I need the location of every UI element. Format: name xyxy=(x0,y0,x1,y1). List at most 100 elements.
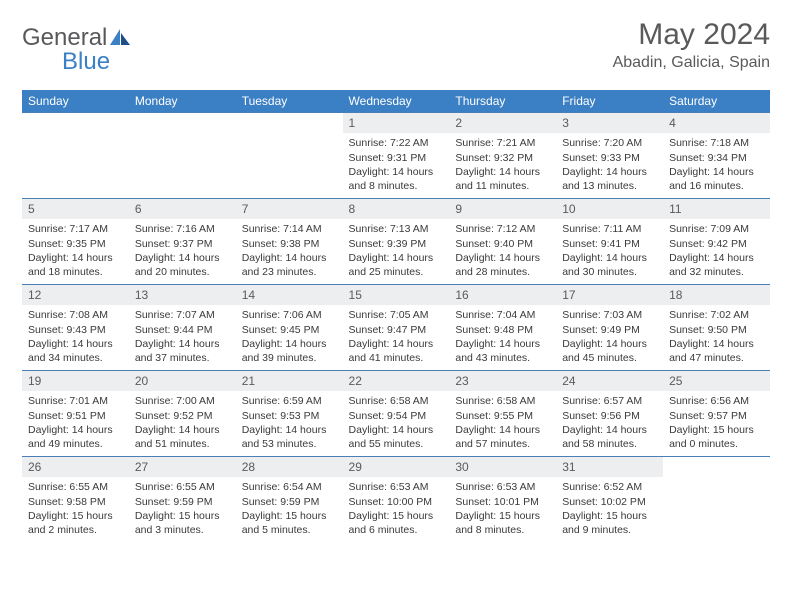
daylight-text: Daylight: 15 hours and 9 minutes. xyxy=(562,509,657,537)
day-number: 13 xyxy=(129,285,236,305)
sunrise-text: Sunrise: 6:59 AM xyxy=(242,394,337,408)
dayheader-tuesday: Tuesday xyxy=(236,90,343,113)
daylight-text: Daylight: 14 hours and 16 minutes. xyxy=(669,165,764,193)
sunset-text: Sunset: 9:33 PM xyxy=(562,151,657,165)
day-number: 21 xyxy=(236,371,343,391)
calendar-cell: 3Sunrise: 7:20 AMSunset: 9:33 PMDaylight… xyxy=(556,113,663,199)
sunset-text: Sunset: 9:34 PM xyxy=(669,151,764,165)
sunrise-text: Sunrise: 7:03 AM xyxy=(562,308,657,322)
day-content: Sunrise: 6:52 AMSunset: 10:02 PMDaylight… xyxy=(556,477,663,541)
sunset-text: Sunset: 9:52 PM xyxy=(135,409,230,423)
day-number: 29 xyxy=(343,457,450,477)
daylight-text: Daylight: 15 hours and 0 minutes. xyxy=(669,423,764,451)
calendar-cell: 18Sunrise: 7:02 AMSunset: 9:50 PMDayligh… xyxy=(663,285,770,371)
calendar-cell: 11Sunrise: 7:09 AMSunset: 9:42 PMDayligh… xyxy=(663,199,770,285)
day-number: 5 xyxy=(22,199,129,219)
sunset-text: Sunset: 9:51 PM xyxy=(28,409,123,423)
sunrise-text: Sunrise: 7:18 AM xyxy=(669,136,764,150)
daylight-text: Daylight: 14 hours and 32 minutes. xyxy=(669,251,764,279)
calendar-cell: 13Sunrise: 7:07 AMSunset: 9:44 PMDayligh… xyxy=(129,285,236,371)
daylight-text: Daylight: 15 hours and 2 minutes. xyxy=(28,509,123,537)
sunset-text: Sunset: 9:58 PM xyxy=(28,495,123,509)
sunrise-text: Sunrise: 7:16 AM xyxy=(135,222,230,236)
day-content: Sunrise: 7:06 AMSunset: 9:45 PMDaylight:… xyxy=(236,305,343,369)
daylight-text: Daylight: 14 hours and 18 minutes. xyxy=(28,251,123,279)
sunset-text: Sunset: 9:59 PM xyxy=(135,495,230,509)
sunset-text: Sunset: 9:38 PM xyxy=(242,237,337,251)
sunset-text: Sunset: 9:55 PM xyxy=(455,409,550,423)
sunset-text: Sunset: 9:45 PM xyxy=(242,323,337,337)
calendar-cell: 24Sunrise: 6:57 AMSunset: 9:56 PMDayligh… xyxy=(556,371,663,457)
day-content: Sunrise: 6:58 AMSunset: 9:55 PMDaylight:… xyxy=(449,391,556,455)
calendar-cell: 28Sunrise: 6:54 AMSunset: 9:59 PMDayligh… xyxy=(236,457,343,543)
sunrise-text: Sunrise: 7:11 AM xyxy=(562,222,657,236)
day-content: Sunrise: 7:07 AMSunset: 9:44 PMDaylight:… xyxy=(129,305,236,369)
sunset-text: Sunset: 9:50 PM xyxy=(669,323,764,337)
sunrise-text: Sunrise: 7:02 AM xyxy=(669,308,764,322)
calendar-cell: 5Sunrise: 7:17 AMSunset: 9:35 PMDaylight… xyxy=(22,199,129,285)
calendar-body: 1Sunrise: 7:22 AMSunset: 9:31 PMDaylight… xyxy=(22,113,770,543)
sunset-text: Sunset: 9:32 PM xyxy=(455,151,550,165)
sunrise-text: Sunrise: 6:54 AM xyxy=(242,480,337,494)
sunrise-text: Sunrise: 6:52 AM xyxy=(562,480,657,494)
calendar-cell: 30Sunrise: 6:53 AMSunset: 10:01 PMDaylig… xyxy=(449,457,556,543)
calendar-cell: 17Sunrise: 7:03 AMSunset: 9:49 PMDayligh… xyxy=(556,285,663,371)
calendar-cell: 8Sunrise: 7:13 AMSunset: 9:39 PMDaylight… xyxy=(343,199,450,285)
calendar-page: General May 2024 Abadin, Galicia, Spain … xyxy=(0,0,792,557)
day-content: Sunrise: 6:54 AMSunset: 9:59 PMDaylight:… xyxy=(236,477,343,541)
day-content: Sunrise: 7:01 AMSunset: 9:51 PMDaylight:… xyxy=(22,391,129,455)
daylight-text: Daylight: 14 hours and 41 minutes. xyxy=(349,337,444,365)
sunrise-text: Sunrise: 7:20 AM xyxy=(562,136,657,150)
daylight-text: Daylight: 14 hours and 47 minutes. xyxy=(669,337,764,365)
day-number: 30 xyxy=(449,457,556,477)
sunset-text: Sunset: 10:01 PM xyxy=(455,495,550,509)
daylight-text: Daylight: 14 hours and 20 minutes. xyxy=(135,251,230,279)
calendar-cell: 16Sunrise: 7:04 AMSunset: 9:48 PMDayligh… xyxy=(449,285,556,371)
day-content: Sunrise: 7:13 AMSunset: 9:39 PMDaylight:… xyxy=(343,219,450,283)
dayheader-wednesday: Wednesday xyxy=(343,90,450,113)
daylight-text: Daylight: 15 hours and 3 minutes. xyxy=(135,509,230,537)
daylight-text: Daylight: 14 hours and 13 minutes. xyxy=(562,165,657,193)
sunset-text: Sunset: 9:49 PM xyxy=(562,323,657,337)
day-content: Sunrise: 6:53 AMSunset: 10:00 PMDaylight… xyxy=(343,477,450,541)
day-number: 27 xyxy=(129,457,236,477)
sunrise-text: Sunrise: 7:01 AM xyxy=(28,394,123,408)
daylight-text: Daylight: 14 hours and 55 minutes. xyxy=(349,423,444,451)
calendar-week-row: 26Sunrise: 6:55 AMSunset: 9:58 PMDayligh… xyxy=(22,457,770,543)
daylight-text: Daylight: 15 hours and 5 minutes. xyxy=(242,509,337,537)
day-content: Sunrise: 6:53 AMSunset: 10:01 PMDaylight… xyxy=(449,477,556,541)
calendar-cell: 21Sunrise: 6:59 AMSunset: 9:53 PMDayligh… xyxy=(236,371,343,457)
day-content: Sunrise: 6:59 AMSunset: 9:53 PMDaylight:… xyxy=(236,391,343,455)
sunset-text: Sunset: 9:42 PM xyxy=(669,237,764,251)
day-content: Sunrise: 7:04 AMSunset: 9:48 PMDaylight:… xyxy=(449,305,556,369)
sunset-text: Sunset: 10:02 PM xyxy=(562,495,657,509)
day-number: 22 xyxy=(343,371,450,391)
calendar-cell xyxy=(236,113,343,199)
sunset-text: Sunset: 9:41 PM xyxy=(562,237,657,251)
dayheader-monday: Monday xyxy=(129,90,236,113)
brand-sail-icon xyxy=(110,29,132,47)
sunrise-text: Sunrise: 7:08 AM xyxy=(28,308,123,322)
sunset-text: Sunset: 9:47 PM xyxy=(349,323,444,337)
sunset-text: Sunset: 9:56 PM xyxy=(562,409,657,423)
day-number: 31 xyxy=(556,457,663,477)
calendar-cell: 31Sunrise: 6:52 AMSunset: 10:02 PMDaylig… xyxy=(556,457,663,543)
day-content: Sunrise: 6:55 AMSunset: 9:59 PMDaylight:… xyxy=(129,477,236,541)
daylight-text: Daylight: 14 hours and 45 minutes. xyxy=(562,337,657,365)
sunset-text: Sunset: 9:40 PM xyxy=(455,237,550,251)
sunrise-text: Sunrise: 7:06 AM xyxy=(242,308,337,322)
day-number: 26 xyxy=(22,457,129,477)
sunrise-text: Sunrise: 7:09 AM xyxy=(669,222,764,236)
daylight-text: Daylight: 14 hours and 30 minutes. xyxy=(562,251,657,279)
day-content: Sunrise: 7:11 AMSunset: 9:41 PMDaylight:… xyxy=(556,219,663,283)
sunset-text: Sunset: 9:31 PM xyxy=(349,151,444,165)
daylight-text: Daylight: 14 hours and 53 minutes. xyxy=(242,423,337,451)
day-content: Sunrise: 7:18 AMSunset: 9:34 PMDaylight:… xyxy=(663,133,770,197)
daylight-text: Daylight: 14 hours and 11 minutes. xyxy=(455,165,550,193)
daylight-text: Daylight: 14 hours and 34 minutes. xyxy=(28,337,123,365)
day-number: 25 xyxy=(663,371,770,391)
day-content: Sunrise: 7:05 AMSunset: 9:47 PMDaylight:… xyxy=(343,305,450,369)
sunrise-text: Sunrise: 6:53 AM xyxy=(455,480,550,494)
day-number: 8 xyxy=(343,199,450,219)
calendar-cell: 25Sunrise: 6:56 AMSunset: 9:57 PMDayligh… xyxy=(663,371,770,457)
